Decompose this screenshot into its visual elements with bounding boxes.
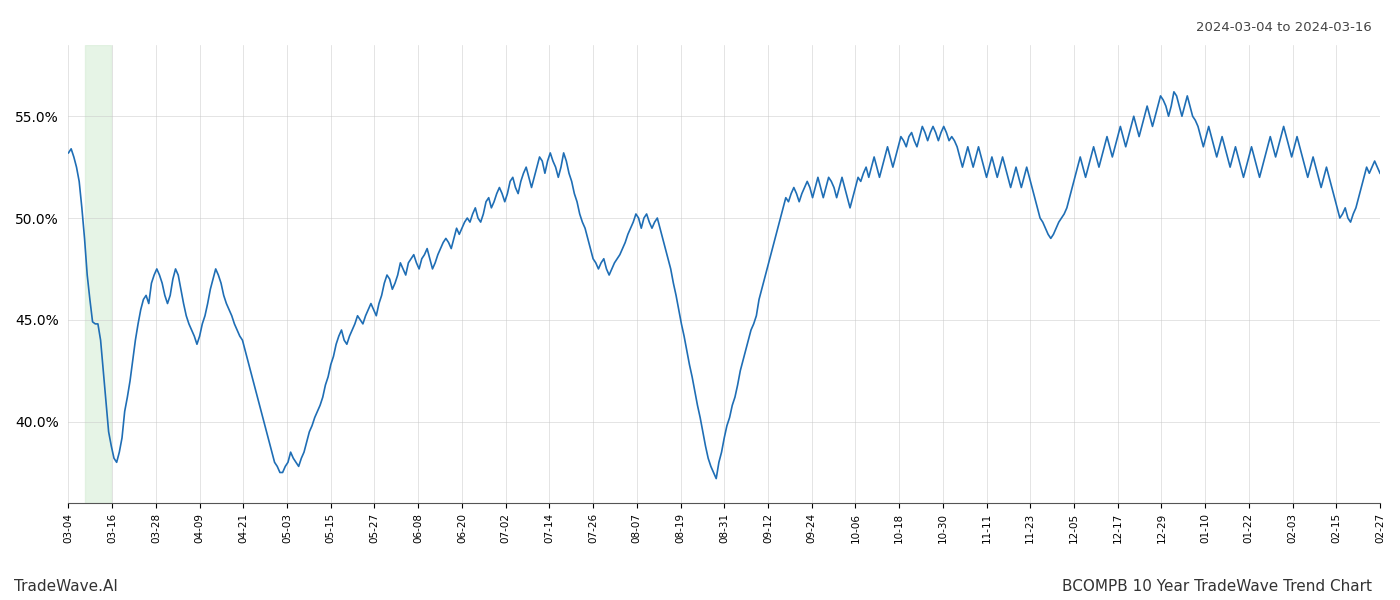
Text: TradeWave.AI: TradeWave.AI <box>14 579 118 594</box>
Bar <box>84 45 111 503</box>
Text: BCOMPB 10 Year TradeWave Trend Chart: BCOMPB 10 Year TradeWave Trend Chart <box>1063 579 1372 594</box>
Text: 2024-03-04 to 2024-03-16: 2024-03-04 to 2024-03-16 <box>1196 21 1372 34</box>
